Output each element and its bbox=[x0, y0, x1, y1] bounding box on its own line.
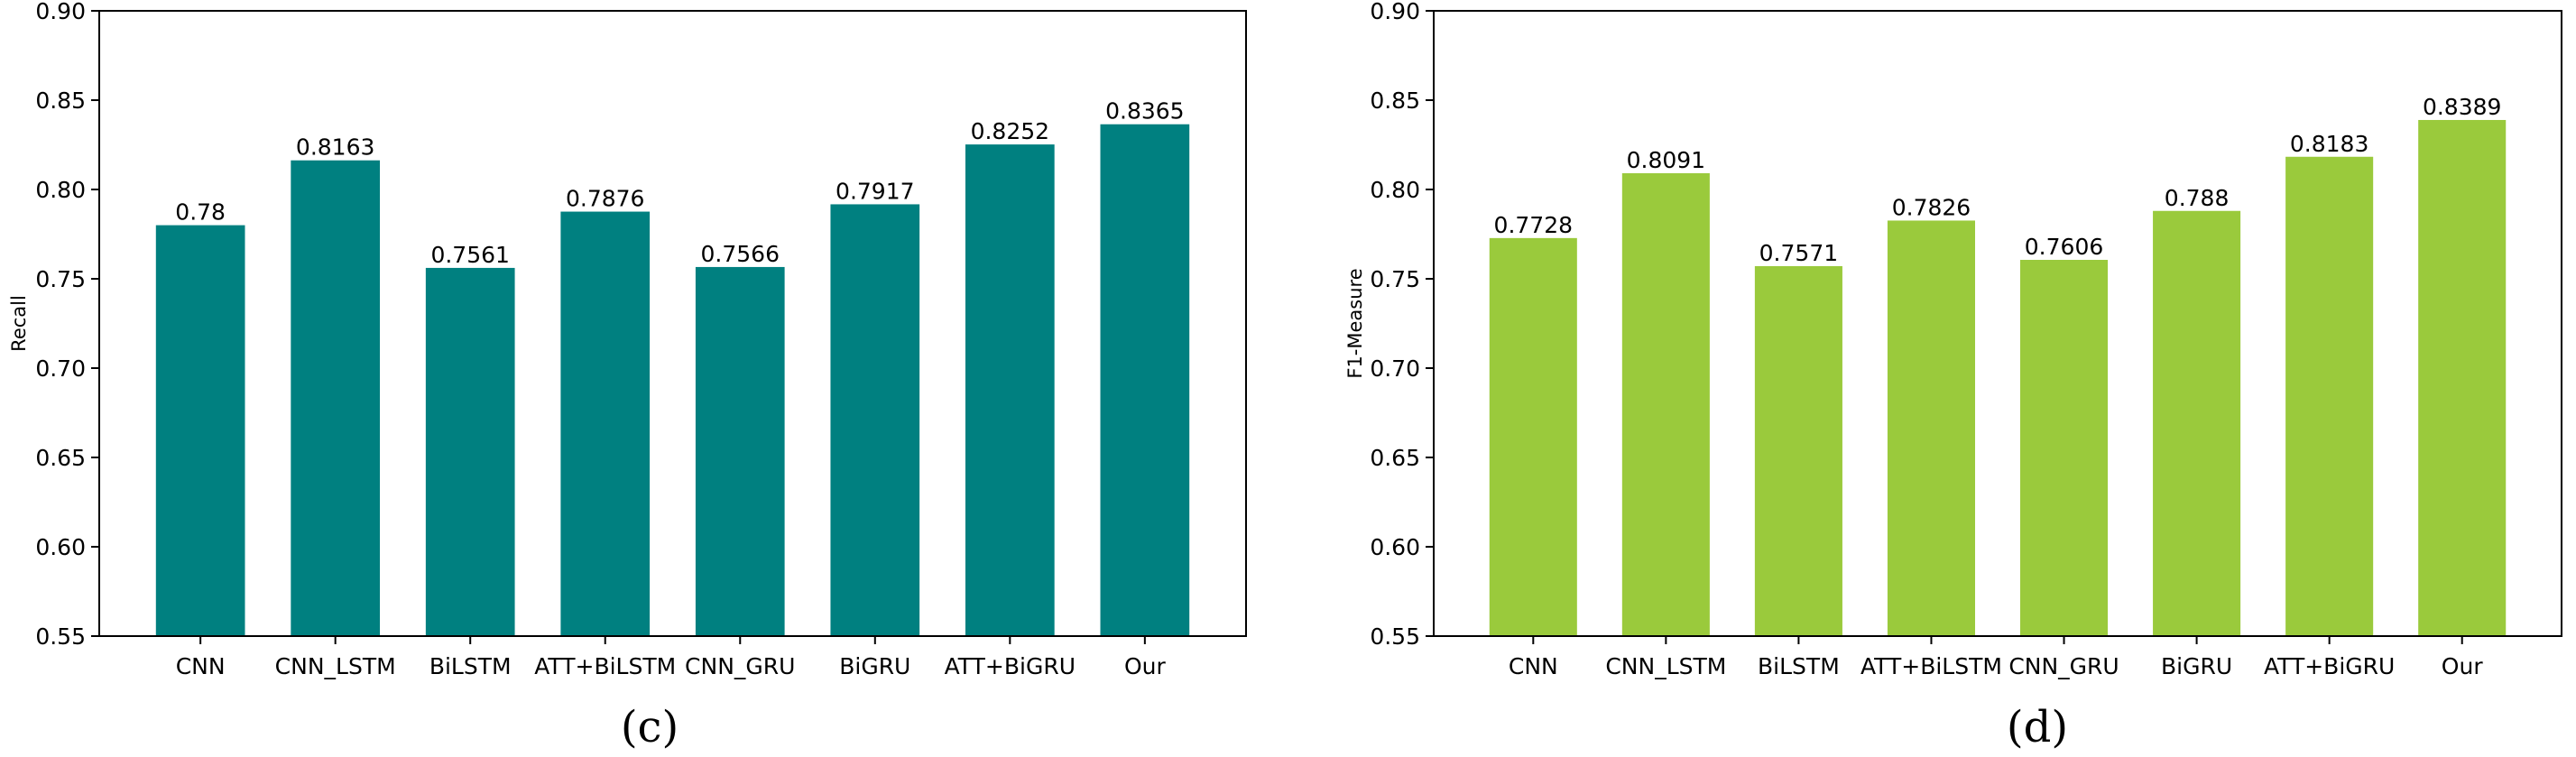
recall-bar bbox=[1100, 124, 1190, 637]
f1-xtick-label: ATT+BiLSTM bbox=[1860, 653, 2002, 679]
recall-ytick-label: 0.75 bbox=[35, 266, 86, 292]
f1-caption: (d) bbox=[2007, 702, 2068, 752]
f1-xtick-label: CNN bbox=[1509, 653, 1558, 679]
f1-bar bbox=[2153, 210, 2241, 636]
recall-ytick-label: 0.70 bbox=[35, 355, 86, 382]
recall-bar-value-label: 0.8252 bbox=[971, 118, 1049, 144]
f1-y-axis-label: F1-Measure bbox=[1344, 268, 1366, 378]
recall-bar-value-label: 0.8365 bbox=[1105, 98, 1184, 125]
recall-bar bbox=[291, 160, 381, 636]
recall-caption: (c) bbox=[621, 702, 679, 752]
recall-ytick-label: 0.80 bbox=[35, 177, 86, 203]
f1-bar-value-label: 0.8091 bbox=[1627, 147, 1705, 173]
recall-bar-value-label: 0.7561 bbox=[430, 242, 509, 268]
recall-bar-value-label: 0.7876 bbox=[566, 186, 644, 212]
f1-bar bbox=[2285, 156, 2374, 637]
f1-bar bbox=[1754, 265, 1842, 636]
f1-bar-value-label: 0.7606 bbox=[2025, 234, 2103, 260]
f1-xtick-label: CNN_LSTM bbox=[1605, 653, 1726, 679]
f1-xtick-label: ATT+BiGRU bbox=[2264, 653, 2395, 679]
f1-bar-value-label: 0.7826 bbox=[1892, 194, 1971, 220]
recall-bar-value-label: 0.78 bbox=[175, 199, 226, 226]
f1-bar-value-label: 0.7571 bbox=[1759, 240, 1838, 266]
f1-measure-chart-panel: 0.55 0.60 0.65 0.70 0.75 0.80 0.85 0.90 0.7728 CN… bbox=[1288, 0, 2576, 757]
f1-xtick-label: Our bbox=[2442, 653, 2484, 679]
recall-bar bbox=[560, 211, 651, 636]
f1-bar bbox=[1489, 237, 1577, 636]
f1-bar-value-label: 0.8183 bbox=[2290, 131, 2368, 157]
f1-ytick-label: 0.85 bbox=[1370, 88, 1420, 114]
recall-xtick-label: CNN_GRU bbox=[685, 653, 795, 679]
recall-ytick-label: 0.85 bbox=[35, 88, 86, 114]
f1-ytick-label: 0.70 bbox=[1370, 355, 1420, 382]
recall-xtick-label: ATT+BiLSTM bbox=[534, 653, 676, 679]
f1-measure-bar-chart: 0.55 0.60 0.65 0.70 0.75 0.80 0.85 0.90 0.7728 CN… bbox=[1344, 0, 2562, 752]
f1-bar bbox=[1621, 172, 1710, 636]
recall-xtick-label: CNN_LSTM bbox=[275, 653, 396, 679]
recall-xtick-label: BiGRU bbox=[839, 653, 910, 679]
f1-bar bbox=[2418, 119, 2507, 636]
f1-xtick-label: CNN_GRU bbox=[2008, 653, 2119, 679]
f1-xtick-label: BiLSTM bbox=[1758, 653, 1840, 679]
recall-xtick-label: BiLSTM bbox=[429, 653, 512, 679]
f1-ytick-label: 0.60 bbox=[1370, 534, 1420, 560]
recall-xtick-label: CNN bbox=[176, 653, 226, 679]
f1-bar-value-label: 0.7728 bbox=[1494, 212, 1573, 238]
f1-ytick-label: 0.80 bbox=[1370, 177, 1420, 203]
recall-ytick-label: 0.90 bbox=[35, 0, 86, 24]
recall-plot-frame bbox=[98, 10, 1247, 637]
recall-bar-value-label: 0.7566 bbox=[701, 241, 780, 267]
recall-xtick-label: ATT+BiGRU bbox=[945, 653, 1076, 679]
recall-bar bbox=[425, 267, 515, 636]
f1-bar bbox=[2020, 260, 2109, 636]
f1-xtick-label: BiGRU bbox=[2161, 653, 2232, 679]
recall-ytick-label: 0.55 bbox=[35, 623, 86, 650]
f1-ytick-label: 0.90 bbox=[1370, 0, 1420, 24]
recall-bar bbox=[830, 204, 920, 636]
f1-bar bbox=[1887, 220, 1975, 636]
recall-bar-value-label: 0.7917 bbox=[836, 178, 914, 204]
recall-bar-value-label: 0.8163 bbox=[296, 134, 374, 161]
f1-bar-value-label: 0.788 bbox=[2165, 185, 2230, 211]
recall-bar bbox=[695, 266, 785, 636]
recall-xtick-label: Our bbox=[1124, 653, 1167, 679]
f1-ytick-label: 0.65 bbox=[1370, 445, 1420, 471]
f1-ytick-label: 0.75 bbox=[1370, 266, 1420, 292]
recall-ytick-label: 0.65 bbox=[35, 445, 86, 471]
f1-bar-value-label: 0.8389 bbox=[2423, 94, 2501, 120]
recall-bar bbox=[965, 144, 1055, 636]
f1-ytick-label: 0.55 bbox=[1370, 623, 1420, 650]
recall-bar-chart: 0.55 0.60 0.65 0.70 0.75 0.80 0.85 0.90 0.78 CNN 0… bbox=[8, 0, 1247, 752]
f1-plot-frame bbox=[1433, 10, 2562, 637]
recall-y-axis-label: Recall bbox=[8, 295, 30, 352]
recall-chart-panel: 0.55 0.60 0.65 0.70 0.75 0.80 0.85 0.90 0.78 CNN 0… bbox=[8, 0, 1247, 752]
recall-ytick-label: 0.60 bbox=[35, 534, 86, 560]
recall-bar bbox=[155, 225, 245, 636]
